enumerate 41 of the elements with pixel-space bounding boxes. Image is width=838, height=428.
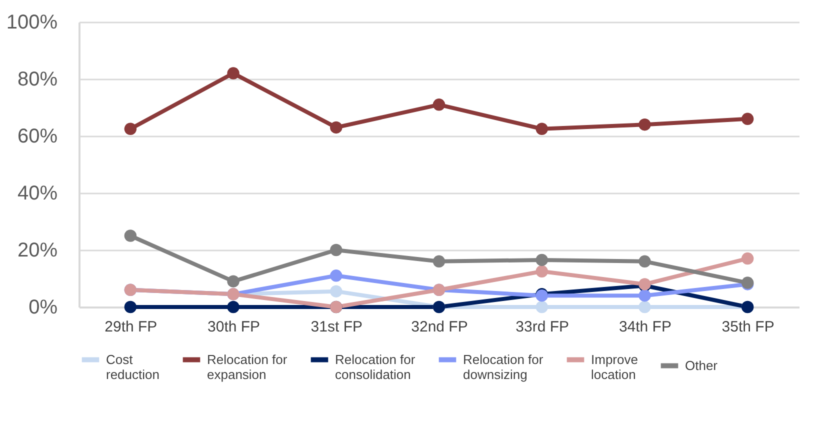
- x-tick-label: 32nd FP: [411, 318, 468, 336]
- point: [536, 122, 548, 135]
- point: [330, 244, 342, 256]
- y-tick-label: 100%: [6, 12, 58, 34]
- x-tick-label: 30th FP: [208, 318, 260, 336]
- point: [227, 300, 240, 314]
- y-tick-label: 0%: [28, 296, 58, 318]
- point: [638, 289, 651, 302]
- point: [638, 255, 651, 268]
- x-tick-label: 34th FP: [618, 318, 672, 336]
- point: [227, 67, 240, 80]
- y-tick-label: 80%: [17, 68, 58, 90]
- point: [536, 254, 548, 266]
- point: [124, 230, 137, 242]
- x-tick-label: 31st FP: [310, 318, 362, 336]
- legend-label: Cost reduction: [106, 352, 160, 382]
- legend-label: Relocation for downsizing: [463, 352, 544, 382]
- point: [741, 112, 754, 126]
- point: [124, 300, 137, 314]
- point: [330, 285, 342, 298]
- y-tick-label: 40%: [17, 182, 58, 204]
- point: [432, 98, 446, 111]
- point: [638, 118, 651, 131]
- y-tick-label: 20%: [17, 240, 58, 262]
- point: [124, 122, 137, 135]
- legend-label: Relocation for expansion: [207, 352, 288, 382]
- point: [638, 300, 651, 314]
- point: [536, 300, 548, 314]
- point: [227, 275, 240, 288]
- legend-label: Improve location: [591, 352, 638, 382]
- x-tick-label: 35th FP: [722, 318, 774, 336]
- point: [330, 270, 342, 282]
- point: [432, 255, 446, 268]
- x-tick-label: 29th FP: [104, 318, 158, 336]
- x-tick-label: 33rd FP: [516, 318, 570, 336]
- legend-label: Other: [685, 358, 718, 373]
- point: [741, 252, 754, 265]
- point: [330, 121, 342, 134]
- point: [536, 265, 548, 278]
- legend-label: Relocation for consolidation: [335, 352, 416, 382]
- y-tick-label: 60%: [17, 126, 58, 148]
